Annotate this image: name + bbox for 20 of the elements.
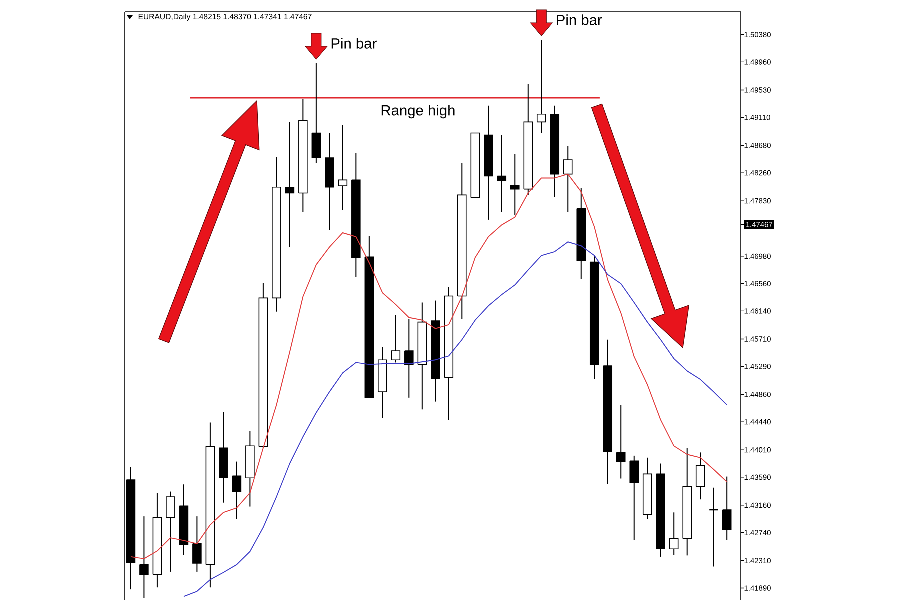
candlestick	[497, 134, 507, 213]
candlestick	[669, 512, 679, 556]
candlestick	[166, 491, 176, 572]
candlestick	[391, 314, 401, 364]
candlestick	[722, 476, 732, 541]
candlestick	[563, 146, 573, 213]
candlestick	[192, 516, 202, 572]
candlestick	[140, 516, 149, 599]
candlestick	[338, 124, 348, 211]
annotation: Pin bar	[557, 14, 602, 26]
candlestick	[696, 452, 706, 500]
candlestick	[630, 455, 640, 541]
annotation: Pin bar	[332, 38, 377, 49]
candlestick	[404, 318, 414, 398]
candlestick	[536, 40, 546, 134]
ref-line-label: Range high	[382, 104, 455, 119]
candlestick	[510, 154, 520, 216]
candlestick	[232, 461, 242, 520]
candlestick	[616, 404, 626, 480]
candlestick	[285, 122, 295, 248]
